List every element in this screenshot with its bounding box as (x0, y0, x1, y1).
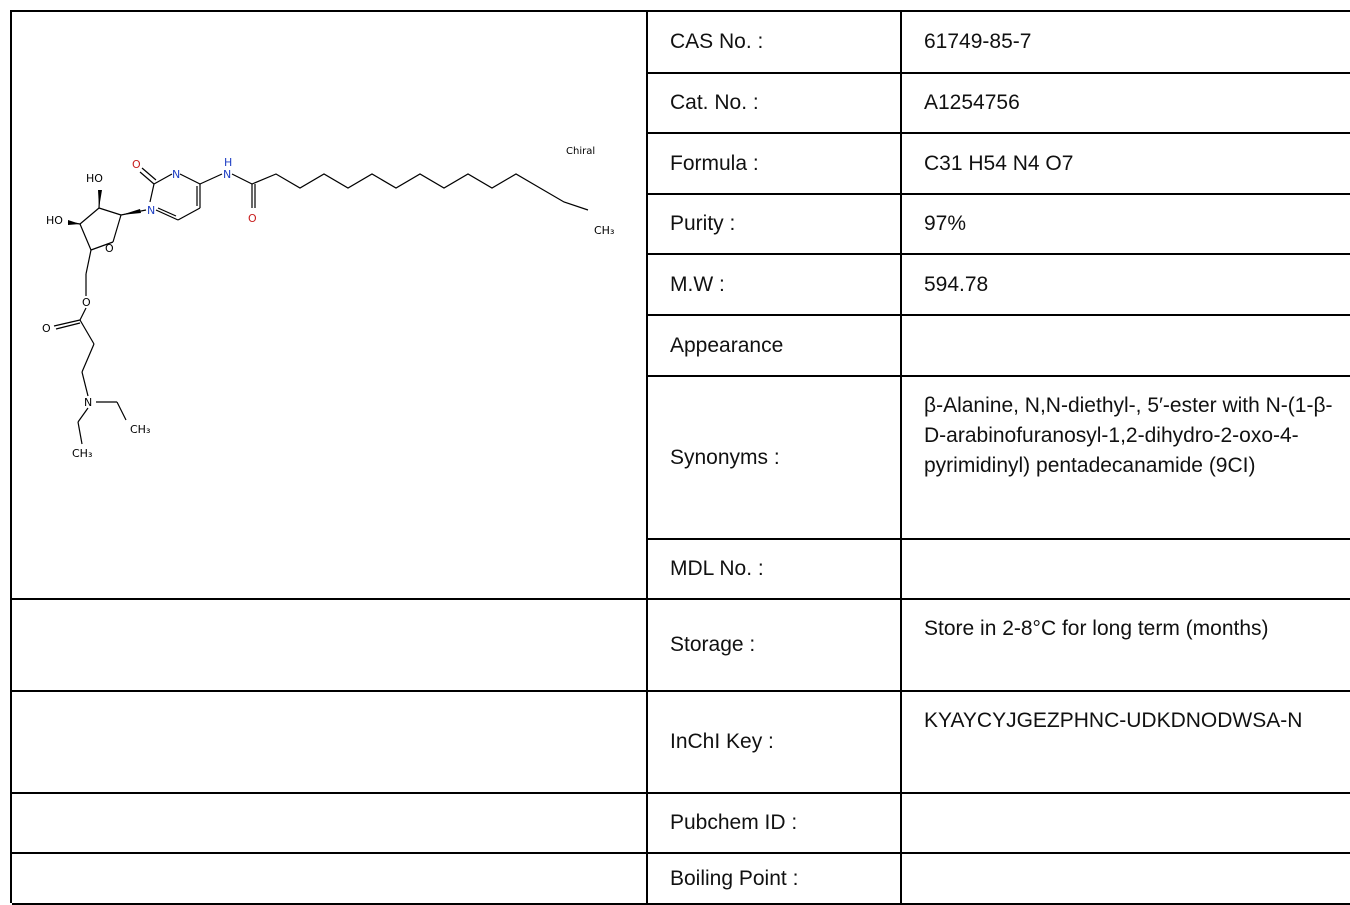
atom-n-amine: N (84, 396, 92, 409)
empty-left-cell-inchi (12, 692, 648, 794)
atom-o-ester-carbonyl: O (42, 322, 51, 335)
label-storage: Storage : (648, 600, 902, 692)
label-cas-no: CAS No. : (648, 12, 902, 74)
value-formula: C31 H54 N4 O7 (902, 134, 1350, 195)
atom-o-ring: O (105, 242, 114, 255)
value-cat-no: A1254756 (902, 74, 1350, 134)
label-mdl-no: MDL No. : (648, 540, 902, 600)
atom-n-ring-top: N (172, 168, 180, 181)
chemical-structure-diagram: HO HO O O O N CH₃ CH₃ N O N N H O CH₃ Ch… (42, 146, 614, 460)
atom-ch3-amine-right: CH₃ (130, 423, 150, 436)
label-cat-no: Cat. No. : (648, 74, 902, 134)
atom-ch3-right: CH₃ (594, 224, 614, 237)
structure-image-cell: HO HO O O O N CH₃ CH₃ N O N N H O CH₃ Ch… (12, 12, 648, 600)
label-synonyms: Synonyms : (648, 377, 902, 540)
empty-left-cell-boiling (12, 854, 648, 905)
value-storage: Store in 2-8°C for long term (months) (902, 600, 1350, 692)
atom-ho-left: HO (46, 214, 63, 227)
value-mw: 594.78 (902, 255, 1350, 316)
atom-ho-top: HO (86, 172, 103, 185)
label-pubchem-id: Pubchem ID : (648, 794, 902, 854)
value-synonyms: β-Alanine, N,N-diethyl-, 5′-ester with N… (902, 377, 1350, 540)
label-boiling-point: Boiling Point : (648, 854, 902, 905)
value-cas-no: 61749-85-7 (902, 12, 1350, 74)
atom-o-carbonyl-left: O (132, 158, 141, 171)
atom-o-ester: O (82, 296, 91, 309)
label-formula: Formula : (648, 134, 902, 195)
label-mw: M.W : (648, 255, 902, 316)
label-inchi-key: InChI Key : (648, 692, 902, 794)
product-properties-table: HO HO O O O N CH₃ CH₃ N O N N H O CH₃ Ch… (10, 10, 1350, 905)
atom-n-ring: N (147, 204, 155, 217)
value-inchi-key: KYAYCYJGEZPHNC-UDKDNODWSA-N (902, 692, 1350, 794)
atom-ch3-amine-bottom: CH₃ (72, 447, 92, 460)
value-mdl-no (902, 540, 1350, 600)
value-appearance (902, 316, 1350, 377)
empty-left-cell-pubchem (12, 794, 648, 854)
value-pubchem-id (902, 794, 1350, 854)
label-purity: Purity : (648, 195, 902, 255)
atom-nh-h: H (224, 156, 232, 169)
empty-left-cell-storage (12, 600, 648, 692)
label-appearance: Appearance (648, 316, 902, 377)
atom-o-amide: O (248, 212, 257, 225)
value-boiling-point (902, 854, 1350, 905)
atom-nh-n: N (223, 168, 231, 181)
value-purity: 97% (902, 195, 1350, 255)
chiral-label: Chiral (566, 146, 595, 157)
